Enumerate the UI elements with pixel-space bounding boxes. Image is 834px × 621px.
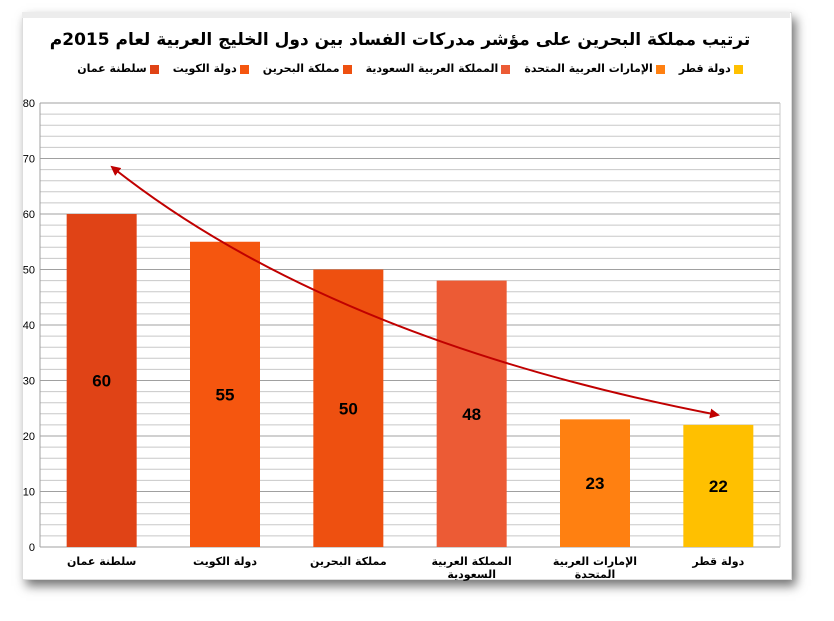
legend-item: المملكة العربية السعودية bbox=[366, 62, 511, 76]
legend: دولة قطر الإمارات العربية المتحدة المملكة … bbox=[40, 62, 780, 76]
y-tick-label: 10 bbox=[23, 487, 35, 499]
x-tick-label: الإمارات العربية المتحدة bbox=[552, 555, 638, 581]
trend-arrow bbox=[110, 165, 720, 419]
legend-item: مملكة البحرين bbox=[263, 62, 352, 76]
data-label: 60 bbox=[92, 372, 111, 391]
legend-label: دولة الكويت bbox=[172, 62, 237, 75]
y-axis: 0 10 20 30 40 50 60 70 80 bbox=[23, 98, 35, 554]
legend-label: مملكة البحرين bbox=[262, 62, 340, 75]
y-tick-label: 20 bbox=[23, 431, 35, 443]
y-tick-label: 50 bbox=[23, 265, 35, 277]
x-tick-label: المملكة العربية السعودية bbox=[431, 555, 512, 581]
legend-label: المملكة العربية السعودية bbox=[365, 62, 499, 75]
y-tick-label: 60 bbox=[23, 209, 35, 221]
data-label: 22 bbox=[709, 477, 728, 496]
legend-swatch bbox=[149, 64, 159, 74]
y-tick-label: 0 bbox=[29, 542, 35, 554]
gridlines bbox=[39, 102, 781, 548]
legend-label: دولة قطر bbox=[678, 62, 731, 75]
y-tick-label: 40 bbox=[23, 320, 35, 332]
y-tick-label: 30 bbox=[23, 376, 35, 388]
chart-title: ترتيب مملكة البحرين على مؤشر مدركات الفس… bbox=[50, 30, 750, 50]
legend-item: دولة الكويت bbox=[173, 62, 249, 76]
x-tick-label: دولة قطر bbox=[692, 555, 745, 568]
data-label: 23 bbox=[586, 474, 605, 493]
x-tick-label: مملكة البحرين bbox=[309, 555, 387, 568]
y-tick-label: 80 bbox=[23, 98, 35, 110]
legend-label: سلطنة عمان bbox=[77, 62, 147, 75]
data-label: 55 bbox=[216, 385, 235, 404]
legend-swatch bbox=[733, 64, 743, 74]
arrow-curve bbox=[110, 165, 720, 419]
legend-label: الإمارات العربية المتحدة bbox=[524, 62, 653, 75]
legend-item: دولة قطر bbox=[679, 62, 743, 76]
legend-swatch bbox=[342, 64, 352, 74]
x-tick-label: سلطنة عمان bbox=[66, 555, 137, 568]
bar bbox=[560, 419, 630, 547]
legend-item: الإمارات العربية المتحدة bbox=[524, 62, 665, 76]
legend-swatch bbox=[239, 64, 249, 74]
legend-swatch bbox=[655, 64, 665, 74]
bar bbox=[683, 424, 754, 547]
legend-item: سلطنة عمان bbox=[77, 62, 159, 76]
data-label: 50 bbox=[339, 399, 358, 418]
data-label: 48 bbox=[462, 405, 481, 424]
y-tick-label: 70 bbox=[23, 154, 35, 166]
card-top-strip bbox=[22, 12, 790, 18]
legend-swatch bbox=[501, 64, 511, 74]
x-tick-label: دولة الكويت bbox=[192, 555, 258, 568]
